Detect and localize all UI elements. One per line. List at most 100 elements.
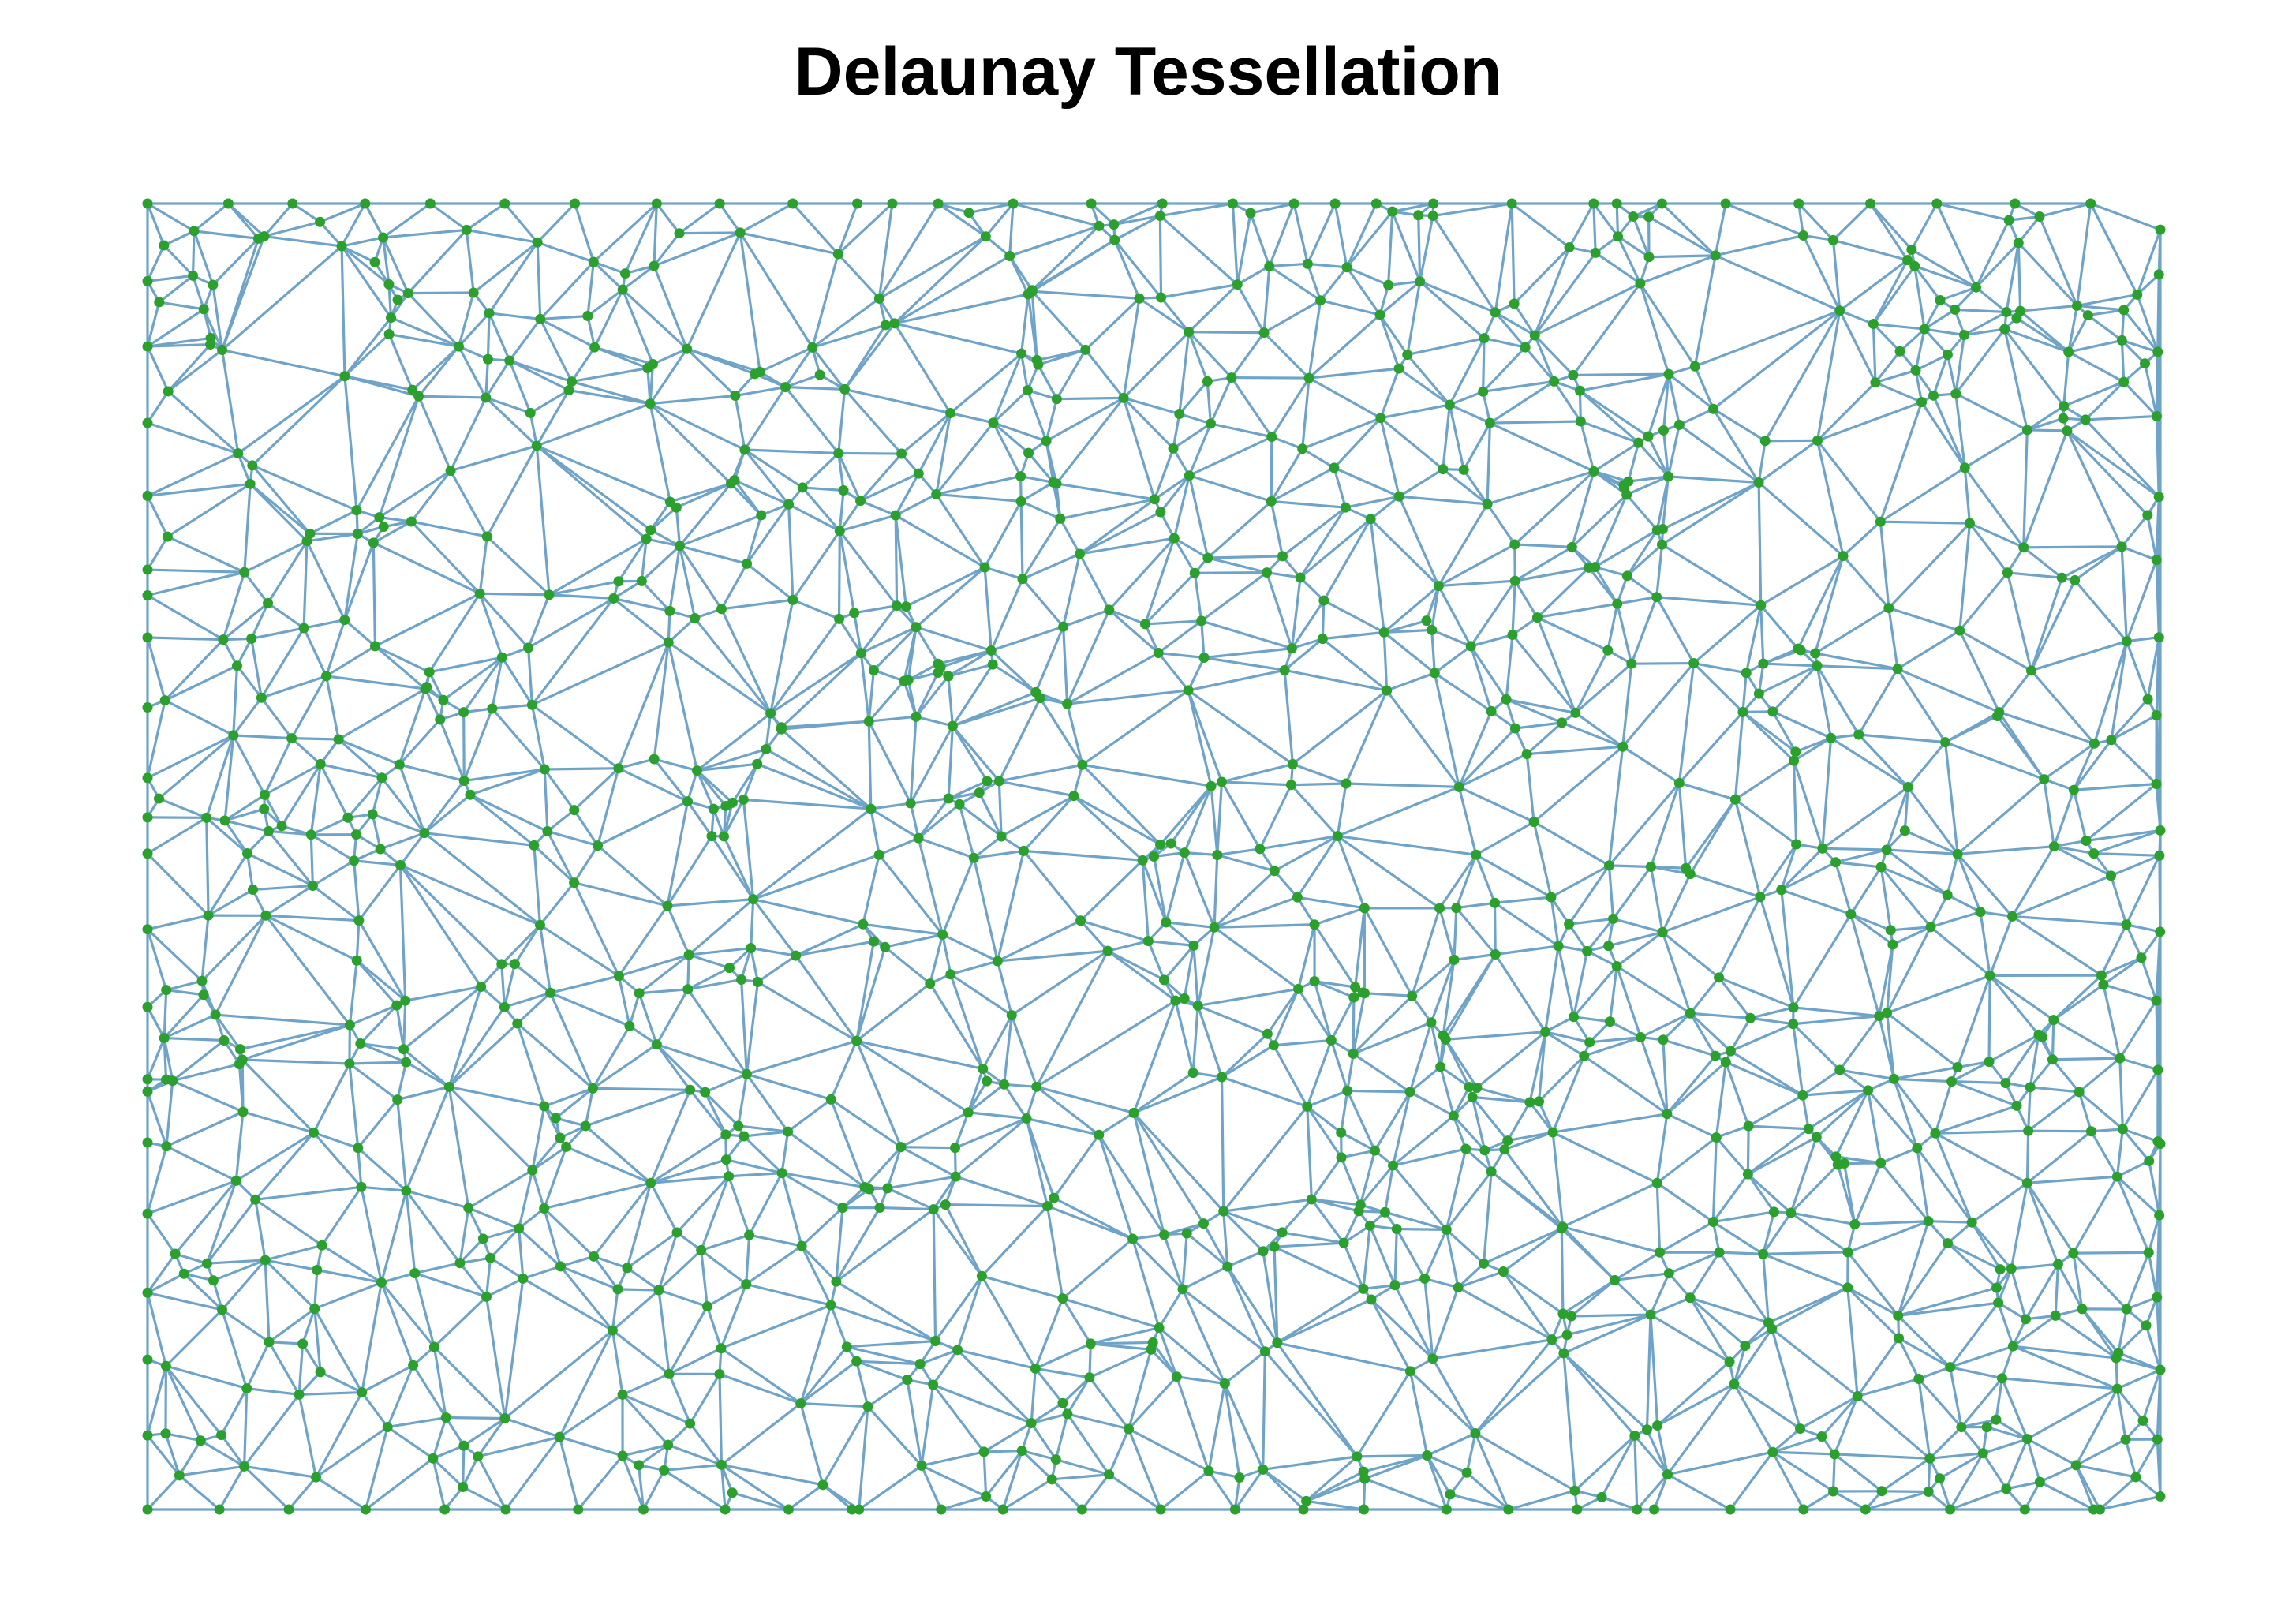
triangle-edge bbox=[1362, 1225, 1371, 1289]
triangle-edge bbox=[1308, 313, 1382, 380]
triangle-edge bbox=[696, 769, 715, 810]
triangle-edge bbox=[1181, 1289, 1226, 1385]
triangle-edge bbox=[1262, 1468, 1307, 1502]
triangle-edge bbox=[1916, 1147, 1973, 1224]
point-marker bbox=[741, 1278, 752, 1289]
triangle-edge bbox=[1224, 1350, 1266, 1385]
triangle-edge bbox=[1457, 1270, 1504, 1289]
triangle-edge bbox=[388, 332, 459, 348]
triangle-edge bbox=[1159, 474, 1191, 514]
triangle-edge bbox=[2118, 1000, 2158, 1060]
triangle-edge bbox=[548, 593, 614, 600]
triangle-edge bbox=[449, 469, 488, 537]
triangle-edge bbox=[697, 747, 767, 772]
point-marker bbox=[500, 1504, 511, 1515]
triangle-edge bbox=[1625, 493, 1658, 531]
point-marker bbox=[1402, 350, 1413, 361]
triangle-edge bbox=[220, 350, 240, 454]
triangle-edge bbox=[679, 545, 723, 610]
triangle-edge bbox=[2134, 1438, 2159, 1478]
triangle-edge bbox=[1262, 331, 1311, 380]
triangle-edge bbox=[1792, 761, 1798, 845]
triangle-edge bbox=[1030, 225, 1101, 291]
triangle-edge bbox=[326, 675, 426, 690]
triangle-edge bbox=[1892, 926, 1931, 946]
triangle-edge bbox=[1898, 1301, 1999, 1318]
triangle-edge bbox=[743, 798, 871, 810]
triangle-edge bbox=[733, 479, 762, 516]
triangle-edge bbox=[1457, 1286, 1553, 1341]
triangle-edge bbox=[706, 1283, 747, 1308]
triangle-edge bbox=[477, 1417, 507, 1457]
point-marker bbox=[1865, 198, 1876, 209]
triangle-edge bbox=[586, 288, 624, 317]
triangle-edge bbox=[1650, 1296, 1691, 1316]
triangle-edge bbox=[1034, 1342, 1091, 1370]
point-marker bbox=[834, 526, 845, 537]
triangle-edge bbox=[1970, 1221, 2013, 1270]
triangle-edge bbox=[1893, 1078, 1937, 1135]
triangle-edge bbox=[617, 1288, 660, 1292]
triangle-edge bbox=[568, 389, 651, 406]
triangle-edge bbox=[1475, 854, 1496, 903]
point-marker bbox=[937, 929, 948, 940]
triangle-edge bbox=[1217, 847, 1261, 857]
triangle-edge bbox=[447, 1006, 506, 1088]
point-marker bbox=[858, 918, 869, 930]
triangle-edge bbox=[260, 697, 293, 739]
triangle-edge bbox=[1914, 369, 1935, 397]
triangle-edge bbox=[338, 738, 383, 779]
triangle-edge bbox=[2004, 1034, 2040, 1084]
point-marker bbox=[2001, 1483, 2012, 1494]
triangle-edge bbox=[267, 602, 305, 630]
triangle-edge bbox=[1030, 1422, 1057, 1461]
point-marker bbox=[2111, 1352, 2122, 1364]
triangle-edge bbox=[838, 451, 902, 455]
triangle-edge bbox=[1483, 380, 1554, 393]
triangle-edge bbox=[1839, 1068, 1894, 1080]
triangle-edge bbox=[1442, 953, 1497, 1037]
triangle-edge bbox=[1296, 896, 1316, 926]
triangle-edge bbox=[1314, 980, 1355, 999]
triangle-edge bbox=[1801, 1094, 1810, 1130]
triangle-edge bbox=[1123, 396, 1180, 416]
triangle-edge bbox=[1887, 848, 1958, 855]
triangle-edge bbox=[1452, 1115, 1468, 1150]
point-marker bbox=[2111, 1171, 2122, 1182]
triangle-edge bbox=[2052, 1019, 2121, 1060]
triangle-edge bbox=[1271, 436, 1303, 451]
triangle-edge bbox=[246, 1386, 300, 1396]
triangle-edge bbox=[1172, 422, 1212, 450]
point-marker bbox=[787, 594, 798, 605]
triangle-edge bbox=[320, 762, 383, 780]
triangle-edge bbox=[1223, 1383, 1241, 1478]
triangle-edge bbox=[325, 645, 376, 678]
triangle-edge bbox=[700, 1176, 731, 1251]
triangle-edge bbox=[596, 844, 669, 907]
triangle-edge bbox=[1386, 671, 1435, 692]
triangle-edge bbox=[264, 234, 342, 248]
triangle-edge bbox=[1268, 203, 1296, 267]
point-marker bbox=[1966, 1217, 1977, 1228]
triangle-edge bbox=[649, 394, 735, 406]
triangle-edge bbox=[1628, 475, 1669, 483]
point-marker bbox=[1358, 1283, 1369, 1294]
triangle-edge bbox=[664, 1463, 722, 1472]
triangle-edge bbox=[543, 769, 576, 811]
point-marker bbox=[395, 859, 406, 870]
triangle-edge bbox=[514, 924, 541, 965]
triangle-edge bbox=[536, 444, 648, 541]
triangle-edge bbox=[1838, 1015, 1880, 1072]
triangle-edge bbox=[1221, 781, 1262, 850]
point-marker bbox=[593, 840, 604, 851]
triangle-edge bbox=[458, 312, 491, 348]
point-marker bbox=[1720, 198, 1731, 209]
triangle-edge bbox=[731, 1491, 789, 1511]
triangle-edge bbox=[586, 261, 595, 316]
point-marker bbox=[1893, 1310, 1904, 1321]
triangle-edge bbox=[1747, 1135, 1818, 1176]
triangle-edge bbox=[843, 324, 887, 391]
point-marker bbox=[531, 440, 542, 451]
point-marker bbox=[353, 915, 365, 926]
point-marker bbox=[1662, 1469, 1673, 1480]
